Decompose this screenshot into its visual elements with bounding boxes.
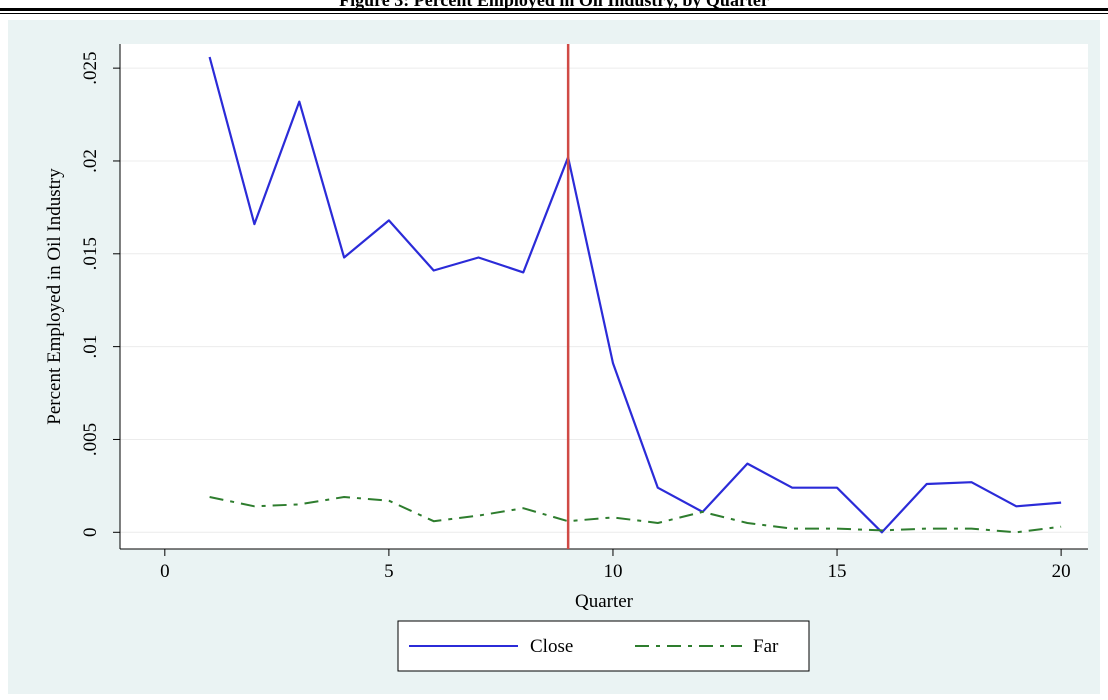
x-tick-label: 20 [1052, 561, 1071, 582]
series-line-close [208, 56, 1062, 534]
plot-background [120, 44, 1088, 549]
y-tick-label: .02 [80, 149, 101, 173]
series-layer [208, 44, 1062, 549]
x-axis-title: Quarter [575, 591, 634, 612]
x-tick-label: 5 [384, 561, 394, 582]
x-tick-label: 10 [603, 561, 622, 582]
x-tick-label: 0 [160, 561, 170, 582]
line-chart: 0 .005 .01 .015 .02 .025 0 5 10 15 20 Quarter Percen… [44, 44, 1088, 672]
figure-caption: Figure 3: Percent Employed in Oil Indust… [0, 0, 1108, 8]
y-tick-label: .005 [80, 423, 101, 456]
y-axis-title: Percent Employed in Oil Industry [44, 168, 65, 425]
caption-rule-thick [0, 8, 1108, 11]
figure-caption-band: Figure 3: Percent Employed in Oil Indust… [0, 0, 1108, 8]
y-tick-label: 0 [80, 528, 101, 538]
legend: Close Far [397, 620, 810, 672]
x-tick-label: 15 [828, 561, 847, 582]
grid-lines [120, 67, 1088, 533]
y-tick-label: .025 [80, 52, 101, 85]
caption-rule-thin [0, 13, 1108, 14]
y-tick-label: .015 [80, 237, 101, 270]
y-tick-label: .01 [80, 335, 101, 359]
chart-frame: 0 .005 .01 .015 .02 .025 0 5 10 15 20 Quarter Percen… [8, 20, 1100, 694]
legend-label-close: Close [530, 636, 573, 657]
axes: 0 .005 .01 .015 .02 .025 0 5 10 15 20 Quarter Percen… [44, 44, 1088, 612]
legend-label-far: Far [753, 636, 779, 657]
